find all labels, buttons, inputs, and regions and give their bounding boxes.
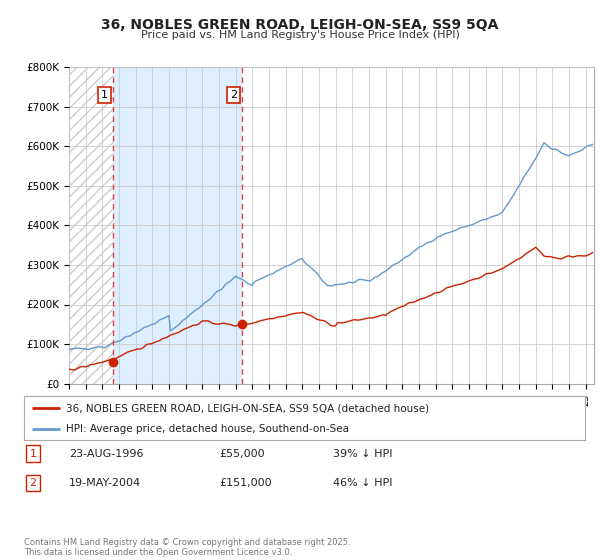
Text: 2: 2 xyxy=(230,90,237,100)
Text: 46% ↓ HPI: 46% ↓ HPI xyxy=(333,478,392,488)
Text: Contains HM Land Registry data © Crown copyright and database right 2025.
This d: Contains HM Land Registry data © Crown c… xyxy=(24,538,350,557)
Text: 23-AUG-1996: 23-AUG-1996 xyxy=(69,449,143,459)
Text: 1: 1 xyxy=(101,90,108,100)
Text: HPI: Average price, detached house, Southend-on-Sea: HPI: Average price, detached house, Sout… xyxy=(66,424,349,433)
Text: 39% ↓ HPI: 39% ↓ HPI xyxy=(333,449,392,459)
Text: £151,000: £151,000 xyxy=(219,478,272,488)
Text: 19-MAY-2004: 19-MAY-2004 xyxy=(69,478,141,488)
Text: 1: 1 xyxy=(29,449,37,459)
Text: £55,000: £55,000 xyxy=(219,449,265,459)
Text: 36, NOBLES GREEN ROAD, LEIGH-ON-SEA, SS9 5QA (detached house): 36, NOBLES GREEN ROAD, LEIGH-ON-SEA, SS9… xyxy=(66,403,429,413)
Text: 36, NOBLES GREEN ROAD, LEIGH-ON-SEA, SS9 5QA: 36, NOBLES GREEN ROAD, LEIGH-ON-SEA, SS9… xyxy=(101,18,499,32)
Text: 2: 2 xyxy=(29,478,37,488)
Bar xyxy=(69,67,113,384)
Text: Price paid vs. HM Land Registry's House Price Index (HPI): Price paid vs. HM Land Registry's House … xyxy=(140,30,460,40)
Bar xyxy=(113,67,242,384)
